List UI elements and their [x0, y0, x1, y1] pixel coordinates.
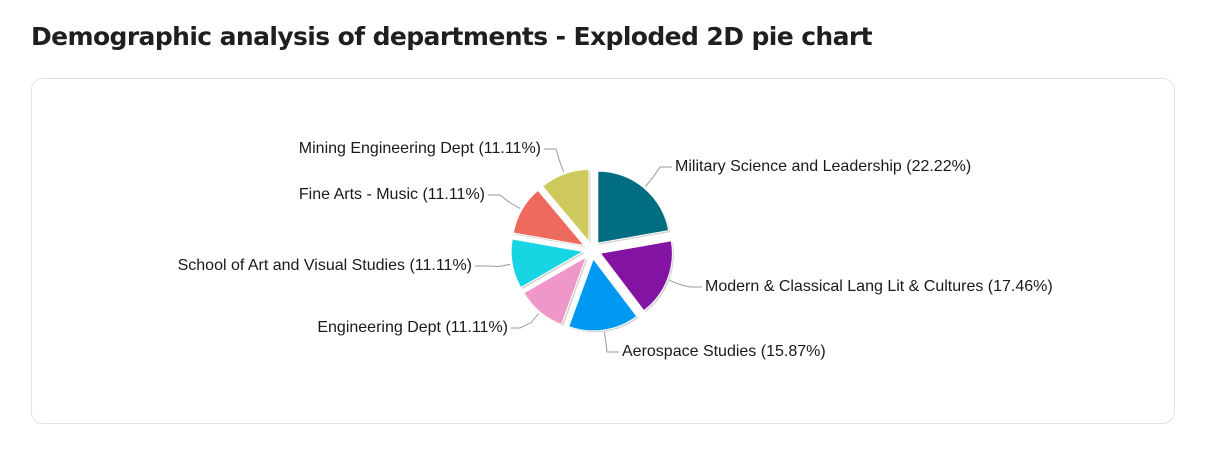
pie-slice[interactable]: [599, 240, 673, 312]
leader-line: [475, 263, 511, 267]
leader-line: [544, 148, 565, 173]
leader-line: [511, 313, 540, 329]
pie-slice[interactable]: [510, 238, 585, 289]
page-title: Demographic analysis of departments - Ex…: [31, 22, 873, 51]
pie-slice[interactable]: [541, 169, 590, 243]
slice-label: Fine Arts - Music (11.11%): [299, 186, 485, 203]
slice-label: Modern & Classical Lang Lit & Cultures (…: [705, 278, 1053, 295]
pie-slice[interactable]: [523, 255, 588, 326]
leader-line: [644, 166, 672, 187]
slice-label: Aerospace Studies (15.87%): [622, 343, 826, 360]
pie-slice[interactable]: [512, 189, 586, 247]
slice-label: Military Science and Leadership (22.22%): [675, 158, 971, 175]
leader-line: [603, 331, 619, 353]
chart-card: [31, 78, 1175, 424]
pie-slice[interactable]: [568, 257, 638, 332]
leader-line: [669, 279, 702, 288]
leader-line: [488, 194, 521, 209]
pie-slice[interactable]: [597, 170, 670, 244]
slice-label: School of Art and Visual Studies (11.11%…: [178, 257, 472, 274]
slice-label: Mining Engineering Dept (11.11%): [299, 140, 541, 157]
slice-label: Engineering Dept (11.11%): [317, 319, 508, 336]
